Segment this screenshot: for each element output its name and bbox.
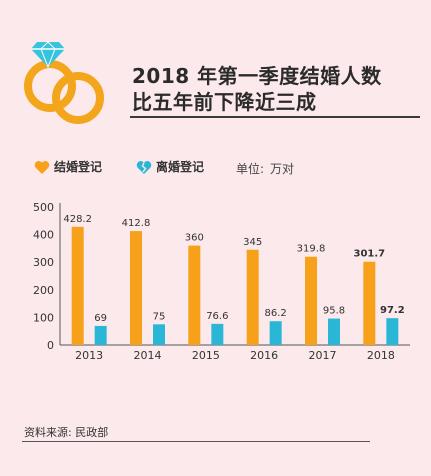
y-tick-label: 100 [33,311,54,324]
bar-marriage [188,245,201,345]
wedding-rings-logo [24,41,104,124]
x-tick-label: 2018 [367,349,395,362]
data-label: 301.7 [354,249,386,260]
data-label: 95.8 [323,306,345,317]
legend-marriage: 结婚登记 [34,158,102,175]
legend-marriage-label: 结婚登记 [54,160,103,174]
page-title-line-1: 2018 年第一季度结婚人数 [132,64,382,88]
bar-divorce [386,318,399,345]
data-label: 428.2 [63,214,92,225]
bar-marriage [71,226,84,345]
unit-note: 单位: 万对 [236,160,294,177]
data-label: 345 [243,237,262,248]
y-tick-label: 300 [33,256,54,269]
data-label: 75 [153,311,166,322]
bar-divorce [211,323,224,345]
legend-divorce: 离婚登记 [136,158,204,175]
ring-left [24,60,76,112]
bar-marriage [246,249,259,345]
y-tick-label: 200 [33,284,54,297]
data-label: 69 [94,313,107,324]
data-label: 412.8 [122,218,151,229]
data-label: 76.6 [206,311,228,322]
data-label: 97.2 [380,305,405,316]
unit-value: 万对 [270,162,295,176]
x-tick-label: 2015 [192,349,220,362]
title-divider [130,116,420,118]
broken-heart-icon [136,161,152,174]
y-tick-label: 400 [33,229,54,242]
bar-marriage [305,256,317,345]
y-tick-label: 500 [33,201,54,214]
bar-chart: 0 100 200 300 400 500 428.2 69 2013 412.8 75 2014 36… [33,201,410,362]
source-divider [22,441,370,442]
data-label: 86.2 [265,308,287,319]
x-tick-label: 2014 [134,349,162,362]
x-tick-label: 2016 [250,349,278,362]
unit-label: 单位: [236,162,265,176]
bar-divorce [269,321,282,345]
source-note: 资料来源: 民政部 [24,426,109,439]
bar-marriage [130,231,142,345]
diamond-facets-inner [40,41,56,69]
bar-divorce [94,325,107,345]
bar-divorce [153,324,165,345]
x-tick-label: 2017 [309,349,337,362]
data-label: 319.8 [297,244,326,255]
data-label: 360 [185,233,204,244]
bar-marriage [363,261,376,345]
legend-divorce-label: 离婚登记 [156,160,205,174]
y-tick-label: 0 [47,339,54,352]
x-tick-label: 2013 [75,349,103,362]
heart-icon [34,161,50,174]
page-title-line-2: 比五年前下降近三成 [132,90,317,114]
bar-divorce [328,318,340,345]
ring-right [52,72,104,124]
